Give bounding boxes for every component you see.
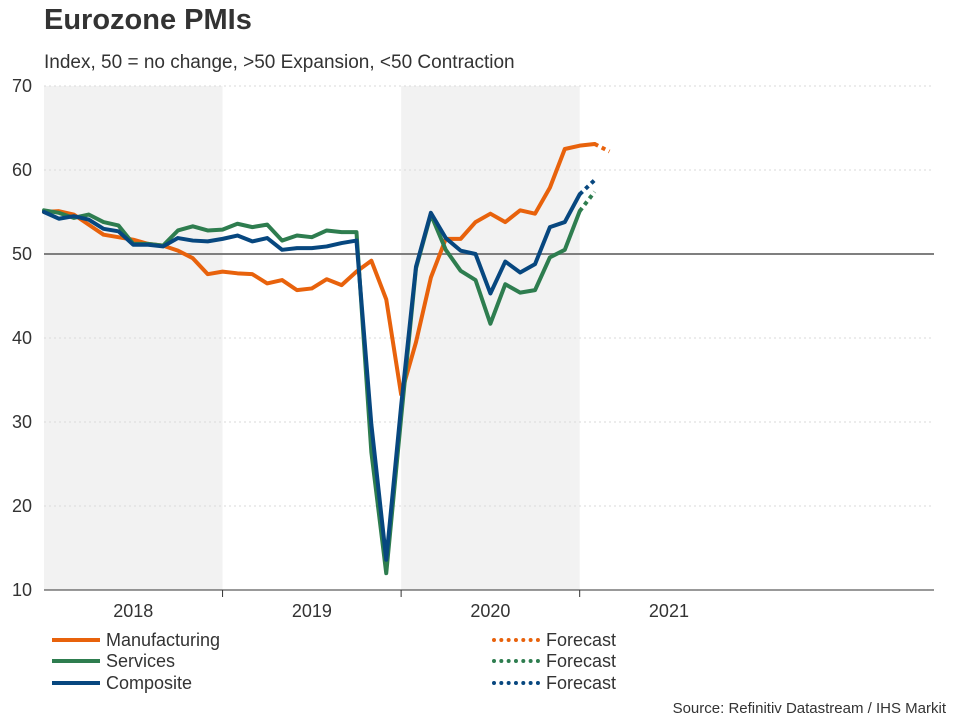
legend-label-manufacturing-forecast: Forecast — [546, 629, 617, 650]
legend-swatch-manufacturing — [52, 638, 100, 642]
y-tick-label: 30 — [12, 412, 32, 432]
x-tick-label: 2021 — [649, 601, 689, 621]
series-lines — [42, 141, 611, 576]
series-line-manufacturing — [42, 141, 597, 397]
series-line-composite — [42, 192, 582, 562]
y-tick-label: 60 — [12, 160, 32, 180]
chart-source: Source: Refinitiv Datastream / IHS Marki… — [672, 700, 946, 717]
legend-label-services-forecast: Forecast — [546, 650, 617, 671]
legend-label-services: Services — [106, 650, 176, 671]
legend-manufacturing: Manufacturing — [52, 629, 220, 651]
y-tick-label: 70 — [12, 76, 32, 96]
y-tick-label: 50 — [12, 244, 32, 264]
gridlines — [44, 85, 934, 507]
x-axis-ticks: 2018 2019 2020 2021 — [113, 590, 689, 621]
legend-composite-forecast: Forecast — [492, 672, 616, 694]
y-axis-ticks: 10 20 30 40 50 60 70 — [12, 76, 32, 600]
legend-swatch-manufacturing-forecast — [492, 638, 540, 642]
series-forecast-composite — [578, 178, 596, 196]
x-tick-label: 2020 — [470, 601, 510, 621]
y-tick-label: 40 — [12, 328, 32, 348]
y-tick-label: 10 — [12, 580, 32, 600]
legend-label-composite-forecast: Forecast — [546, 672, 617, 693]
legend-swatch-composite — [52, 681, 100, 685]
year-band-2018 — [44, 86, 223, 590]
legend-swatch-services-forecast — [492, 659, 540, 663]
legend-label-composite: Composite — [106, 672, 193, 693]
legend-label-manufacturing: Manufacturing — [106, 629, 221, 650]
chart-title: Eurozone PMIs — [44, 4, 252, 36]
legend-composite: Composite — [52, 672, 192, 694]
y-tick-label: 20 — [12, 496, 32, 516]
legend-manufacturing-forecast: Forecast — [492, 629, 616, 651]
x-tick-label: 2018 — [113, 601, 153, 621]
series-forecast-manufacturing — [593, 142, 611, 154]
legend-swatch-composite-forecast — [492, 681, 540, 685]
x-tick-label: 2019 — [292, 601, 332, 621]
legend-swatch-services — [52, 659, 100, 663]
chart-subtitle: Index, 50 = no change, >50 Expansion, <5… — [44, 52, 515, 73]
legend-services: Services — [52, 650, 175, 672]
legend-services-forecast: Forecast — [492, 650, 616, 672]
